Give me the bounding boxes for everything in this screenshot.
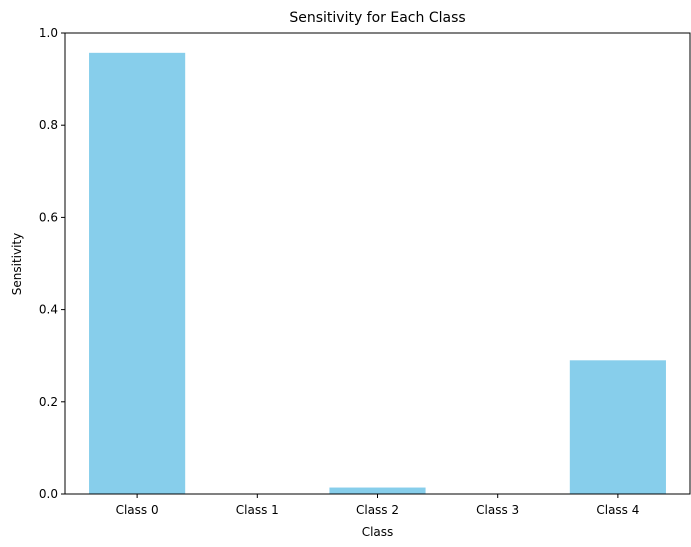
y-axis-label: Sensitivity bbox=[10, 233, 24, 295]
x-tick-label: Class 0 bbox=[116, 503, 159, 517]
chart-title: Sensitivity for Each Class bbox=[289, 10, 465, 26]
x-axis-label: Class bbox=[362, 525, 394, 539]
plot-frame bbox=[64, 32, 691, 495]
y-tick-label: 1.0 bbox=[39, 26, 58, 40]
y-tick-label: 0.8 bbox=[39, 118, 58, 132]
x-tick-label: Class 2 bbox=[356, 503, 399, 517]
x-tick-label: Class 1 bbox=[236, 503, 279, 517]
x-axis-ticks: Class 0 Class 1 Class 2 Class 3 Class 4 bbox=[116, 494, 639, 517]
y-tick-label: 0.4 bbox=[39, 303, 58, 317]
bars-group bbox=[89, 52, 666, 495]
bar-class-0 bbox=[89, 52, 186, 495]
x-tick-label: Class 4 bbox=[596, 503, 639, 517]
bar-class-2 bbox=[329, 487, 426, 494]
y-axis-ticks: 0.0 0.2 0.4 0.6 0.8 1.0 bbox=[39, 26, 65, 501]
y-tick-label: 0.6 bbox=[39, 210, 58, 224]
bar-class-4 bbox=[569, 360, 666, 494]
y-tick-label: 0.0 bbox=[39, 487, 58, 501]
x-tick-label: Class 3 bbox=[476, 503, 519, 517]
y-tick-label: 0.2 bbox=[39, 395, 58, 409]
